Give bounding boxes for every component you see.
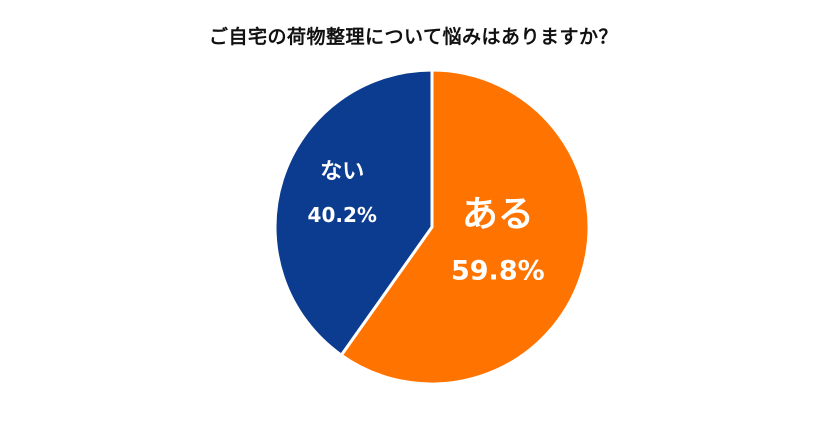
slice-label-nai: ない <box>320 159 364 184</box>
pie-labels: ある 59.8% ない 40.2% <box>308 159 545 286</box>
slice-value-nai: 40.2% <box>308 203 377 227</box>
chart-title: ご自宅の荷物整理について悩みはありますか？ <box>209 26 618 48</box>
pie-slice-2 <box>273 68 434 357</box>
slice-value-aru: 59.8% <box>451 255 545 286</box>
pie-slices <box>273 68 591 386</box>
slice-label-aru: ある <box>462 194 534 235</box>
pie-slice-1 <box>339 68 591 386</box>
